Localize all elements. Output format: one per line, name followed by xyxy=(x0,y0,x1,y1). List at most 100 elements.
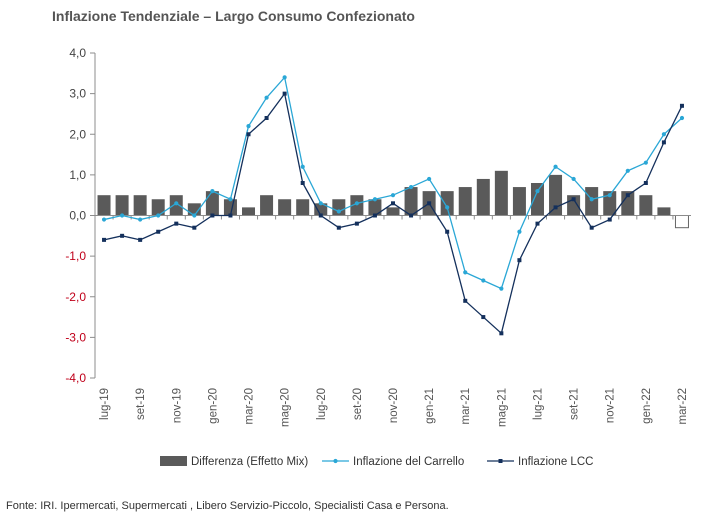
data-point xyxy=(156,213,161,218)
data-point xyxy=(102,237,107,242)
data-point xyxy=(553,205,558,210)
data-point xyxy=(517,258,522,263)
data-point xyxy=(643,160,648,165)
data-point xyxy=(427,201,432,206)
x-tick-label: nov-20 xyxy=(388,388,400,423)
data-point xyxy=(282,91,287,96)
x-tick-label: mar-20 xyxy=(244,388,256,424)
data-point xyxy=(571,176,576,182)
x-axis: lug-19 set-19 nov-19 gen-20 mar-20 mag-20 lug-… xyxy=(94,215,691,427)
data-point xyxy=(391,201,395,206)
data-point xyxy=(210,213,215,218)
data-point xyxy=(156,229,161,234)
legend: Differenza (Effetto Mix) Inflazione del C… xyxy=(160,456,593,468)
data-point xyxy=(589,225,594,230)
data-point xyxy=(553,164,558,169)
data-point xyxy=(246,124,251,129)
x-tick-label: gen-22 xyxy=(641,388,653,424)
x-tick-label: nov-21 xyxy=(605,388,617,423)
bar xyxy=(657,207,671,216)
x-tick-label: mag-20 xyxy=(280,388,292,427)
x-tick-label: set-21 xyxy=(569,388,581,420)
data-point xyxy=(138,237,143,242)
data-point xyxy=(589,197,594,202)
data-point xyxy=(643,181,648,185)
y-tick-label: 0,0 xyxy=(69,209,86,223)
data-point xyxy=(119,213,125,218)
bar xyxy=(621,191,635,216)
legend-marker xyxy=(498,459,503,463)
x-tick-label: mag-21 xyxy=(496,388,508,427)
data-point xyxy=(336,209,341,214)
data-point xyxy=(661,140,666,145)
data-point xyxy=(174,221,179,226)
data-point xyxy=(354,201,359,206)
x-tick-label: lug-20 xyxy=(316,388,328,420)
data-point xyxy=(625,193,630,198)
data-point xyxy=(463,298,468,303)
bar xyxy=(368,199,382,216)
data-point xyxy=(625,168,630,173)
bar xyxy=(278,199,292,216)
bar xyxy=(115,195,129,216)
legend-label: Inflazione del Carrello xyxy=(353,456,464,468)
y-tick-label: 1,0 xyxy=(69,168,86,182)
x-tick-label: set-19 xyxy=(135,388,147,420)
bar xyxy=(296,199,310,216)
x-tick-label: gen-20 xyxy=(207,388,219,424)
data-point xyxy=(336,225,341,230)
bar xyxy=(332,199,346,216)
data-point xyxy=(571,197,576,202)
bar xyxy=(97,195,111,216)
series-line xyxy=(103,75,683,290)
data-point xyxy=(445,229,450,234)
line-series xyxy=(101,75,685,336)
data-point xyxy=(318,213,323,218)
bar xyxy=(476,178,490,216)
data-point xyxy=(679,103,684,108)
bar xyxy=(133,195,147,216)
y-tick-label: 4,0 xyxy=(69,46,86,60)
bar xyxy=(674,215,689,229)
data-point xyxy=(535,189,540,194)
data-point xyxy=(390,193,396,198)
bar xyxy=(440,191,454,216)
data-point xyxy=(282,75,287,80)
data-point xyxy=(246,132,251,137)
y-tick-label: -1,0 xyxy=(65,249,86,263)
data-point xyxy=(120,233,125,238)
y-tick-label: -2,0 xyxy=(65,290,86,304)
data-point xyxy=(499,331,504,336)
x-tick-label: mar-21 xyxy=(460,388,472,424)
data-point xyxy=(445,205,450,210)
data-point xyxy=(517,229,522,234)
source-note: Fonte: IRI. Ipermercati, Supermercati , … xyxy=(6,500,449,512)
y-tick-label: 3,0 xyxy=(69,87,86,101)
data-point xyxy=(101,217,107,222)
data-point xyxy=(174,201,179,206)
data-point xyxy=(300,164,305,169)
x-tick-label: lug-19 xyxy=(99,388,111,420)
bar-series xyxy=(97,170,689,229)
x-tick-label: nov-19 xyxy=(171,388,183,423)
legend-marker xyxy=(333,458,338,464)
y-axis: 4,0 3,0 2,0 1,0 0,0 -1,0 -2,0 -3,0 -4,0 xyxy=(65,46,96,385)
data-point xyxy=(463,270,468,275)
data-point xyxy=(499,286,504,291)
bar xyxy=(603,191,617,216)
bar xyxy=(242,207,256,216)
data-point xyxy=(607,217,612,222)
y-tick-label: 2,0 xyxy=(69,127,86,141)
data-point xyxy=(535,221,540,226)
legend-label: Differenza (Effetto Mix) xyxy=(191,456,308,468)
bar xyxy=(404,187,418,216)
y-tick-label: -4,0 xyxy=(65,371,86,385)
data-point xyxy=(661,132,667,137)
bar xyxy=(205,191,219,216)
bar xyxy=(260,195,274,216)
y-tick-label: -3,0 xyxy=(65,330,86,344)
data-point xyxy=(408,184,414,190)
data-point xyxy=(138,217,143,222)
data-point xyxy=(427,176,432,182)
